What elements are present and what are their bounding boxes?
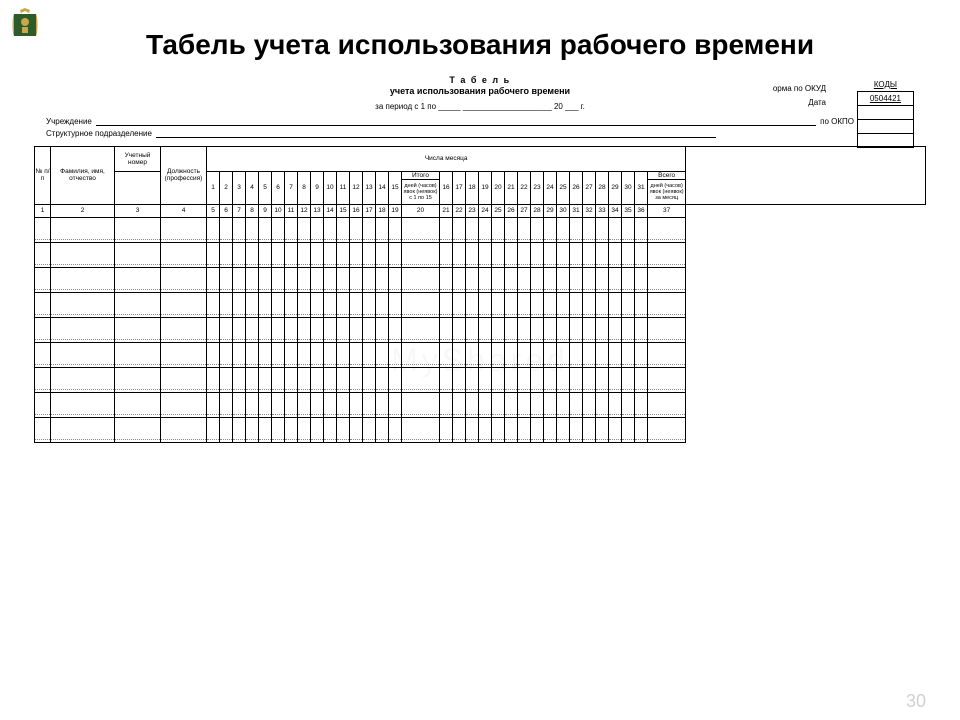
emblem-icon xyxy=(10,6,40,40)
timesheet-table: № п/пФамилия, имя, отчествоУчетный номер… xyxy=(34,146,926,443)
code-labels: орма по ОКУД Дата xyxy=(773,82,826,110)
meta-block: орма по ОКУД Дата КОДЫ 0504421 за период… xyxy=(46,102,914,138)
institution-line: Учреждение по ОКПО xyxy=(46,117,914,126)
page-number: 30 xyxy=(906,691,926,712)
codes-table: КОДЫ 0504421 xyxy=(857,78,914,148)
slide: Табель учета использования рабочего врем… xyxy=(0,0,960,720)
slide-title: Табель учета использования рабочего врем… xyxy=(0,30,960,61)
subdivision-line: Структурное подразделение xyxy=(46,129,914,138)
